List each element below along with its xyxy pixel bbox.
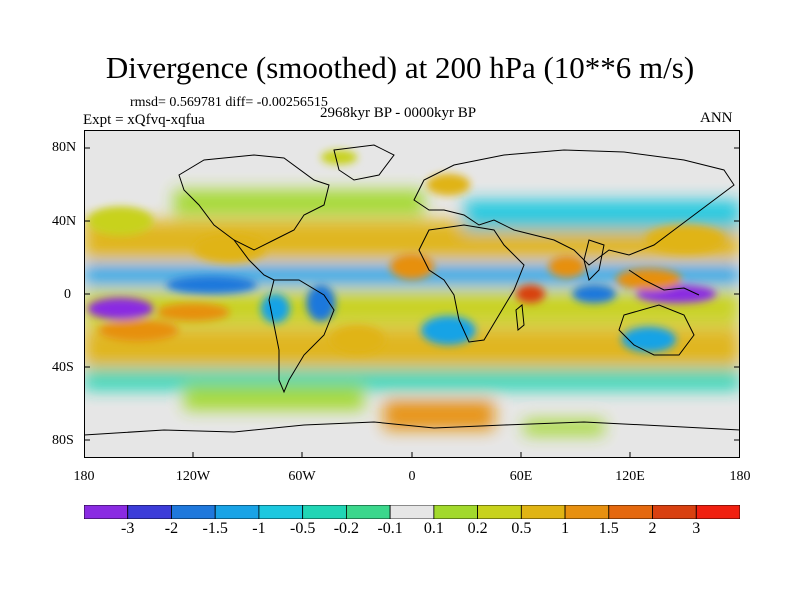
colorbar-label-6: -0.1 bbox=[377, 520, 403, 537]
colorbar-swatch-2 bbox=[171, 505, 216, 519]
anomaly-blob-5 bbox=[260, 294, 290, 324]
anomaly-blob-9 bbox=[421, 315, 476, 346]
anomaly-blob-8 bbox=[390, 253, 434, 280]
anomaly-blob-11 bbox=[548, 255, 586, 278]
anomaly-blobs bbox=[87, 150, 726, 355]
colorbar-label-7: 0.1 bbox=[423, 520, 444, 537]
colorbar-swatch-8 bbox=[433, 505, 479, 519]
season-text: ANN bbox=[700, 110, 733, 126]
colorbar-label-12: 2 bbox=[648, 520, 657, 537]
divergence-map bbox=[84, 130, 740, 458]
lon-label-120e: 120E bbox=[615, 469, 645, 484]
lon-label-180w: 180 bbox=[73, 469, 95, 484]
colorbar-label-11: 1.5 bbox=[598, 520, 619, 537]
colorbar-swatch-9 bbox=[477, 505, 522, 519]
anomaly-blob-14 bbox=[616, 268, 682, 291]
colorbar-swatch-5 bbox=[302, 505, 347, 519]
colorbar bbox=[84, 505, 740, 519]
colorbar-swatch-4 bbox=[258, 505, 304, 519]
colorbar-swatch-6 bbox=[345, 505, 391, 519]
colorbar-swatch-13 bbox=[652, 505, 697, 519]
axis-ticks bbox=[84, 147, 740, 458]
colorbar-label-3: -1 bbox=[252, 520, 266, 537]
anomaly-blob-6 bbox=[306, 284, 336, 322]
colorbar-label-0: -3 bbox=[121, 520, 135, 537]
lat-label-40s: 40S bbox=[52, 360, 74, 375]
figure-title: Divergence (smoothed) at 200 hPa (10**6 … bbox=[105, 50, 695, 85]
anomaly-blob-19 bbox=[87, 206, 154, 236]
colorbar-swatch-10 bbox=[520, 505, 566, 519]
anomaly-blob-4 bbox=[193, 233, 267, 264]
anomaly-blob-16 bbox=[645, 224, 726, 254]
colorbar-swatch-7 bbox=[389, 505, 435, 519]
colorbar-swatch-1 bbox=[127, 505, 172, 519]
anomaly-blob-1 bbox=[98, 319, 179, 342]
colorbar-swatch-12 bbox=[608, 505, 653, 519]
colorbar-label-1: -2 bbox=[164, 520, 179, 537]
lat-label-80n: 80N bbox=[52, 140, 77, 155]
anomaly-blob-17 bbox=[320, 150, 358, 165]
lon-label-0: 0 bbox=[408, 469, 416, 484]
stats-text: rmsd= 0.569781 diff= -0.00256515 bbox=[130, 95, 328, 110]
lon-label-120w: 120W bbox=[175, 469, 211, 484]
colorbar-label-4: -0.5 bbox=[289, 520, 316, 537]
map-frame bbox=[84, 130, 740, 458]
anomaly-blob-12 bbox=[572, 284, 617, 304]
lon-label-60e: 60E bbox=[509, 469, 533, 484]
colorbar-label-9: 0.5 bbox=[511, 520, 532, 537]
anomaly-blob-0 bbox=[87, 297, 154, 320]
lat-label-40n: 40N bbox=[52, 214, 77, 229]
anomaly-blob-7 bbox=[330, 324, 385, 355]
anomaly-blob-2 bbox=[166, 275, 258, 294]
colorbar-label-8: 0.2 bbox=[467, 520, 488, 537]
lon-label-60w: 60W bbox=[288, 469, 316, 484]
coastlines bbox=[84, 144, 740, 436]
anomaly-blob-3 bbox=[156, 303, 230, 322]
colorbar-swatch-3 bbox=[214, 505, 260, 519]
lon-label-180e: 180 bbox=[729, 469, 751, 484]
colorbar-swatch-14 bbox=[695, 505, 740, 519]
colorbar-label-5: -0.2 bbox=[333, 520, 360, 537]
colorbar-swatch-11 bbox=[564, 505, 610, 519]
anomaly-blob-15 bbox=[621, 326, 677, 353]
colorbar-swatch-0 bbox=[84, 505, 129, 519]
anomaly-blob-18 bbox=[426, 173, 471, 196]
colorbar-label-10: 1 bbox=[561, 520, 570, 537]
colorbar-label-2: -1.5 bbox=[202, 520, 228, 537]
experiment-text: Expt = xQfvq-xqfua bbox=[83, 112, 205, 128]
period-text: 2968kyr BP - 0000kyr BP bbox=[320, 105, 477, 121]
colorbar-label-13: 3 bbox=[692, 520, 701, 537]
lat-label-80s: 80S bbox=[52, 433, 74, 448]
anomaly-blob-10 bbox=[515, 284, 546, 304]
lat-label-0: 0 bbox=[64, 287, 71, 302]
